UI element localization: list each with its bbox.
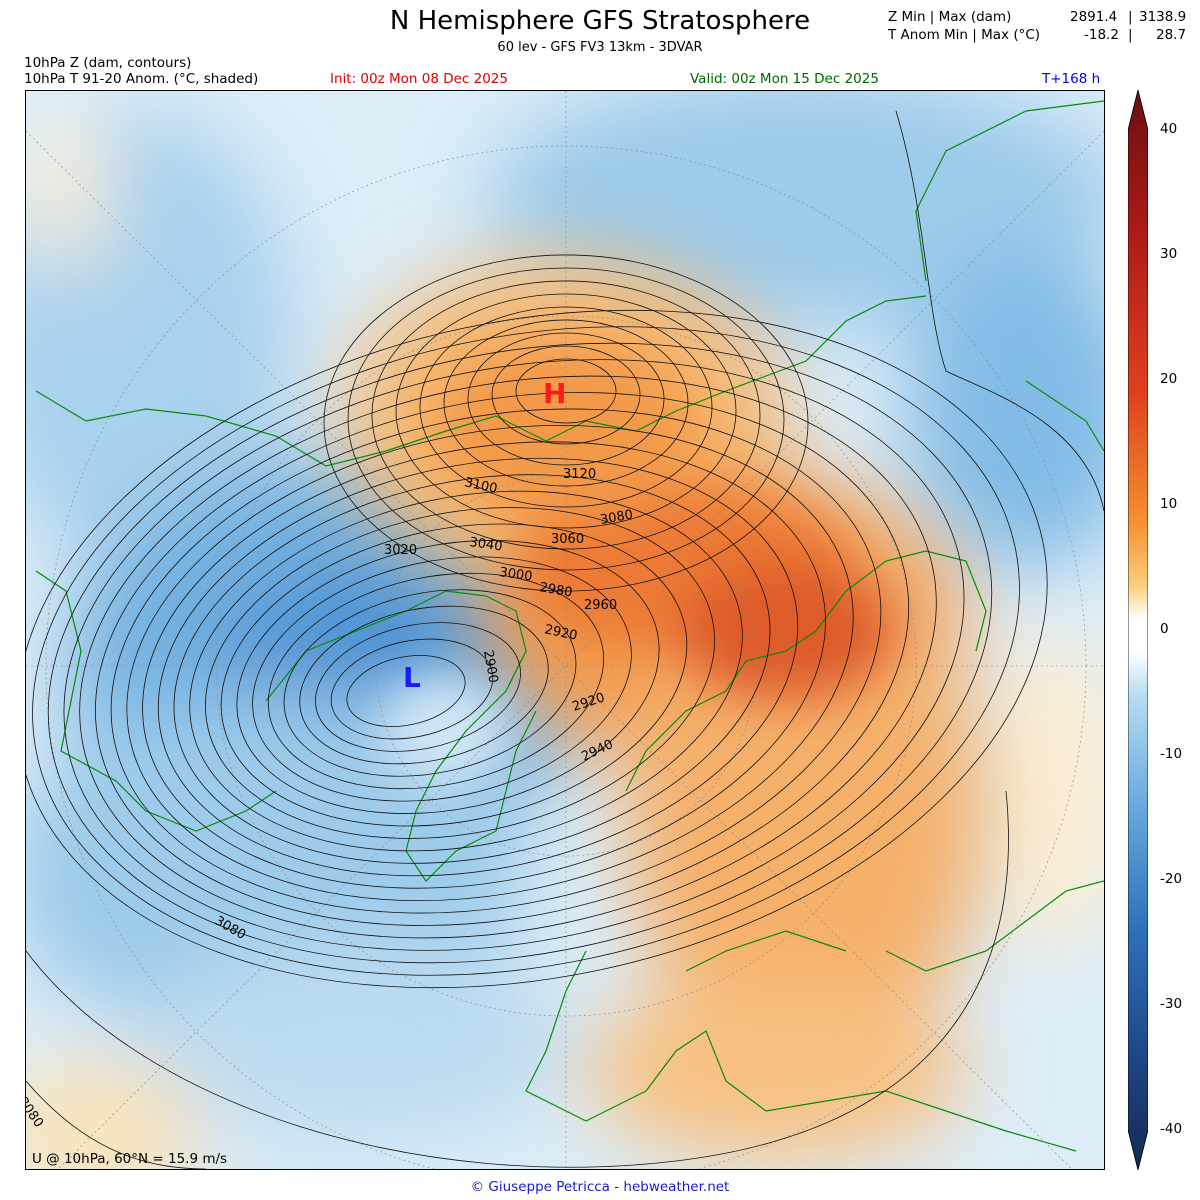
colorbar-tick-label: 30 bbox=[1160, 246, 1178, 262]
polar-map: 3120 3100 3080 3060 3040 3020 3000 2980 … bbox=[25, 90, 1105, 1170]
z-range-label: Z Min | Max (dam) bbox=[888, 9, 1012, 25]
contour-label-3060: 3060 bbox=[551, 532, 584, 547]
contour-line bbox=[95, 392, 909, 926]
contour-line bbox=[267, 572, 605, 790]
contour-line bbox=[315, 622, 521, 752]
contour-labels: 3120 3100 3080 3060 3040 3020 3000 2980 … bbox=[26, 467, 634, 1130]
lead-time: T+168 h bbox=[1042, 71, 1101, 87]
contour-label-3020: 3020 bbox=[384, 543, 417, 558]
contour-line bbox=[395, 293, 737, 529]
contour-line bbox=[189, 490, 743, 852]
contour-line bbox=[467, 332, 665, 466]
contour-line bbox=[63, 359, 965, 951]
contour-line bbox=[26, 790, 1009, 1168]
contour-line bbox=[491, 345, 641, 445]
contour-line bbox=[126, 424, 854, 902]
contour-line bbox=[47, 342, 993, 964]
contour-line bbox=[79, 375, 937, 939]
contour-label-3080: 3080 bbox=[599, 507, 634, 528]
init-time: Init: 00z Mon 08 Dec 2025 bbox=[330, 71, 508, 87]
contour-line bbox=[371, 280, 761, 550]
colorbar-tick-label: 10 bbox=[1160, 496, 1178, 512]
contour-label-2980: 2980 bbox=[538, 580, 573, 601]
colorbar-tick-label: 0 bbox=[1160, 621, 1169, 637]
contour-line bbox=[26, 309, 1048, 989]
contour-line bbox=[252, 556, 632, 802]
contour-line bbox=[110, 408, 882, 914]
low-pressure-label: L bbox=[403, 661, 421, 694]
contour-label-2920: 2920 bbox=[543, 622, 578, 644]
z-min-value: 2891.4 bbox=[1070, 9, 1118, 25]
contour-line bbox=[347, 267, 785, 571]
wind-scale-note: U @ 10hPa, 60°N = 15.9 m/s bbox=[32, 1151, 227, 1167]
t-separator: | bbox=[1128, 27, 1133, 43]
colorbar-tick-label: 40 bbox=[1160, 121, 1178, 137]
colorbar-tick-label: 20 bbox=[1160, 371, 1178, 387]
t-min-value: -18.2 bbox=[1084, 27, 1119, 43]
map-title: N Hemisphere GFS Stratosphere bbox=[389, 6, 811, 36]
contour-line bbox=[515, 358, 617, 424]
contour-line bbox=[26, 1080, 207, 1169]
map-subtitle: 60 lev - GFS FV3 13km - 3DVAR bbox=[497, 40, 703, 55]
colorbar-gradient bbox=[1128, 90, 1148, 1170]
colorbar-tick-label: -30 bbox=[1160, 996, 1183, 1012]
copyright-footer: © Giuseppe Petricca - hebweather.net bbox=[470, 1179, 730, 1195]
contour-label-3000: 3000 bbox=[498, 565, 533, 584]
z-separator: | bbox=[1128, 9, 1133, 25]
contour-line bbox=[283, 589, 577, 777]
valid-time: Valid: 00z Mon 15 Dec 2025 bbox=[690, 71, 879, 87]
contour-label-2900: 2900 bbox=[480, 649, 501, 684]
contour-line bbox=[299, 605, 549, 765]
t-range-label: T Anom Min | Max (°C) bbox=[888, 27, 1041, 43]
contour-line bbox=[142, 441, 826, 889]
contour-line bbox=[32, 326, 1020, 976]
contour-line bbox=[895, 110, 1104, 512]
contour-label-2960: 2960 bbox=[584, 598, 617, 613]
colorbar bbox=[1128, 90, 1148, 1170]
high-pressure-label: H bbox=[543, 377, 566, 410]
contour-line bbox=[346, 655, 466, 727]
contour-line bbox=[173, 474, 771, 864]
contour-line bbox=[205, 507, 715, 839]
latitude-grid bbox=[26, 91, 1104, 1169]
z-max-value: 3138.9 bbox=[1139, 9, 1187, 25]
contour-line bbox=[157, 457, 799, 877]
contour-line bbox=[236, 540, 660, 814]
shaded-field-label: 10hPa T 91-20 Anom. (°C, shaded) bbox=[24, 71, 259, 87]
colorbar-tick-label: -40 bbox=[1160, 1121, 1183, 1137]
contour-label-3120: 3120 bbox=[563, 467, 596, 482]
geopotential-contours bbox=[26, 110, 1104, 1169]
contour-line bbox=[330, 638, 494, 740]
contour-field-label: 10hPa Z (dam, contours) bbox=[24, 55, 192, 71]
map-canvas: 3120 3100 3080 3060 3040 3020 3000 2980 … bbox=[26, 91, 1104, 1169]
colorbar-tick-label: -20 bbox=[1160, 871, 1183, 887]
t-max-value: 28.7 bbox=[1156, 27, 1187, 43]
contour-label-3100: 3100 bbox=[463, 475, 498, 497]
contour-line bbox=[323, 254, 809, 592]
contour-label-3040: 3040 bbox=[468, 535, 503, 554]
contour-line bbox=[220, 523, 688, 827]
colorbar-tick-label: -10 bbox=[1160, 746, 1183, 762]
